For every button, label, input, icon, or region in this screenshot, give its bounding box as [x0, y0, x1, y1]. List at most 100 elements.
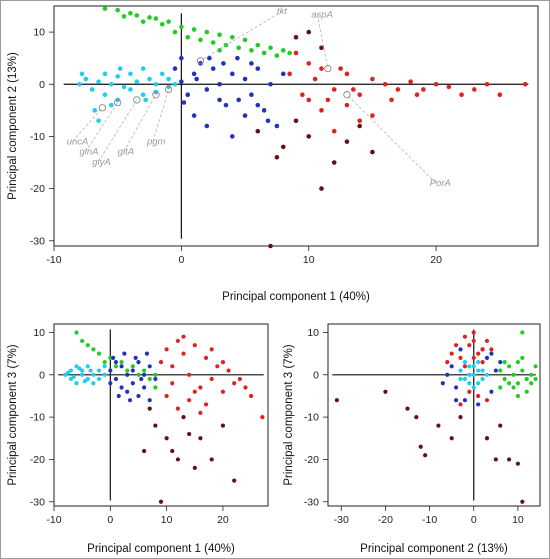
annotation-leader — [85, 102, 118, 152]
data-point — [325, 97, 331, 103]
data-point — [493, 368, 498, 373]
data-point — [113, 364, 119, 369]
data-point — [128, 11, 133, 16]
y-tick-label: 10 — [33, 327, 45, 339]
data-point — [293, 118, 299, 124]
data-point — [170, 381, 175, 386]
data-point — [242, 76, 248, 82]
data-point — [170, 364, 175, 369]
y-tick-label: 0 — [313, 369, 319, 381]
y-tick-label: -30 — [30, 235, 45, 247]
data-point — [515, 461, 521, 466]
data-point — [243, 385, 248, 390]
y-tick-label: -20 — [30, 183, 45, 195]
data-point — [179, 79, 184, 84]
data-point — [489, 351, 494, 356]
data-point — [242, 37, 248, 43]
data-point — [235, 55, 240, 61]
data-point — [467, 343, 472, 348]
data-point — [77, 366, 82, 371]
data-point — [502, 376, 507, 382]
data-point — [331, 128, 337, 134]
x-tick-label: 20 — [430, 254, 442, 266]
data-point — [166, 19, 171, 24]
data-point — [198, 410, 203, 415]
data-point — [458, 347, 463, 352]
data-point — [498, 368, 503, 373]
gene-label: uncA — [67, 136, 89, 147]
data-point — [520, 355, 525, 360]
data-point — [261, 108, 267, 113]
data-point — [515, 381, 521, 386]
y-tick-label: 0 — [39, 369, 45, 381]
data-point — [192, 389, 197, 394]
data-point — [423, 453, 428, 458]
data-point — [249, 61, 254, 66]
y-ticks: 10 0 -10 -20 -30 — [30, 327, 54, 508]
data-point — [187, 372, 192, 377]
data-point — [471, 338, 476, 344]
data-point — [217, 48, 222, 53]
data-point — [220, 389, 226, 394]
data-point — [85, 343, 90, 348]
data-point — [449, 351, 454, 356]
annotation-marker — [343, 91, 351, 99]
data-point — [179, 24, 184, 30]
data-point — [115, 7, 120, 13]
data-point — [249, 92, 254, 97]
data-point — [255, 66, 261, 71]
data-point — [209, 457, 214, 462]
data-point — [498, 385, 503, 390]
data-point — [121, 14, 127, 19]
data-point — [293, 35, 299, 40]
data-point — [153, 376, 158, 382]
data-point — [207, 55, 212, 61]
data-point — [142, 448, 147, 454]
data-points — [77, 6, 528, 249]
data-point — [484, 398, 490, 403]
data-point — [119, 364, 124, 369]
x-tick-label: 0 — [471, 514, 477, 526]
y-tick-label: -20 — [30, 454, 45, 466]
data-point — [153, 372, 158, 377]
data-point — [172, 66, 178, 71]
data-point — [187, 431, 192, 437]
data-point — [130, 364, 135, 369]
data-point — [357, 92, 362, 97]
plot-frame — [53, 323, 269, 507]
data-point — [147, 398, 152, 403]
data-point — [102, 359, 107, 365]
data-point — [506, 364, 512, 369]
y-tick-label: -10 — [30, 412, 45, 424]
data-point — [287, 50, 292, 56]
data-point — [74, 381, 79, 386]
data-point — [217, 81, 222, 87]
data-point — [187, 398, 192, 403]
annotation-marker — [164, 85, 173, 94]
data-point — [306, 29, 312, 35]
data-point — [236, 45, 241, 51]
panel-pc2-vs-pc3: -30 -20 -10 0 10 10 0 -10 -20 -30 Principal comp… — [283, 323, 541, 555]
data-point — [230, 134, 235, 139]
data-point — [71, 374, 76, 380]
data-point — [134, 13, 140, 18]
x-tick-label: 10 — [303, 254, 315, 266]
x-tick-label: -20 — [378, 514, 393, 526]
data-point — [529, 372, 534, 377]
data-point — [133, 355, 138, 360]
data-point — [261, 50, 267, 56]
annotation-marker — [324, 64, 332, 73]
data-point — [116, 393, 121, 399]
data-point — [287, 71, 292, 77]
data-point — [142, 385, 147, 390]
data-point — [80, 372, 85, 377]
x-axis-label: Principal component 1 (40%) — [87, 543, 235, 555]
data-point — [108, 368, 113, 373]
data-point — [79, 71, 85, 77]
data-point — [220, 359, 226, 365]
data-point — [92, 108, 98, 113]
data-point — [462, 364, 468, 369]
data-point — [140, 66, 146, 71]
data-point — [164, 436, 169, 441]
data-point — [471, 364, 476, 369]
